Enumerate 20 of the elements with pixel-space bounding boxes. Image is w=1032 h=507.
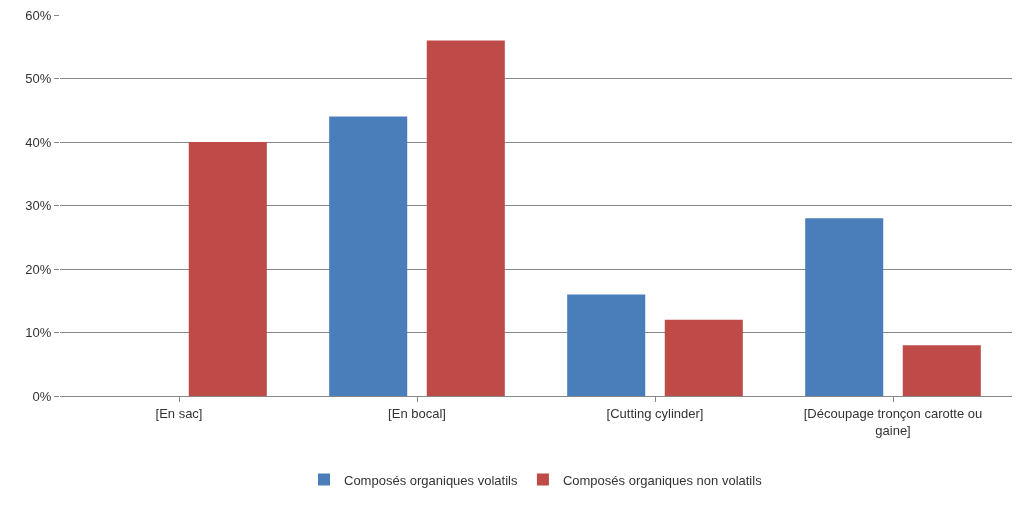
y-tick-label: 50% — [25, 71, 52, 87]
bar — [426, 40, 505, 396]
bar — [805, 218, 884, 396]
bar — [664, 319, 743, 396]
x-tick-label: [Cutting cylinder] — [606, 405, 704, 421]
y-tick-label: 40% — [25, 134, 52, 150]
y-tick-label: 0% — [32, 388, 52, 404]
bar — [567, 294, 646, 396]
legend-label: Composés organiques volatils — [344, 472, 518, 488]
y-tick-label: 20% — [25, 261, 52, 277]
x-tick-label: [En sac] — [155, 405, 203, 421]
x-tick-label: [Découpage tronçon carotte ou gaine] — [803, 405, 983, 438]
y-tick-label: 60% — [25, 7, 52, 23]
y-tick-label: 30% — [25, 198, 52, 214]
bar — [188, 142, 267, 396]
bar — [329, 116, 408, 396]
legend-label: Composés organiques non volatils — [562, 472, 763, 488]
y-tick-label: 10% — [25, 325, 52, 341]
x-tick-label: [En bocal] — [388, 405, 446, 421]
bar — [902, 345, 981, 396]
